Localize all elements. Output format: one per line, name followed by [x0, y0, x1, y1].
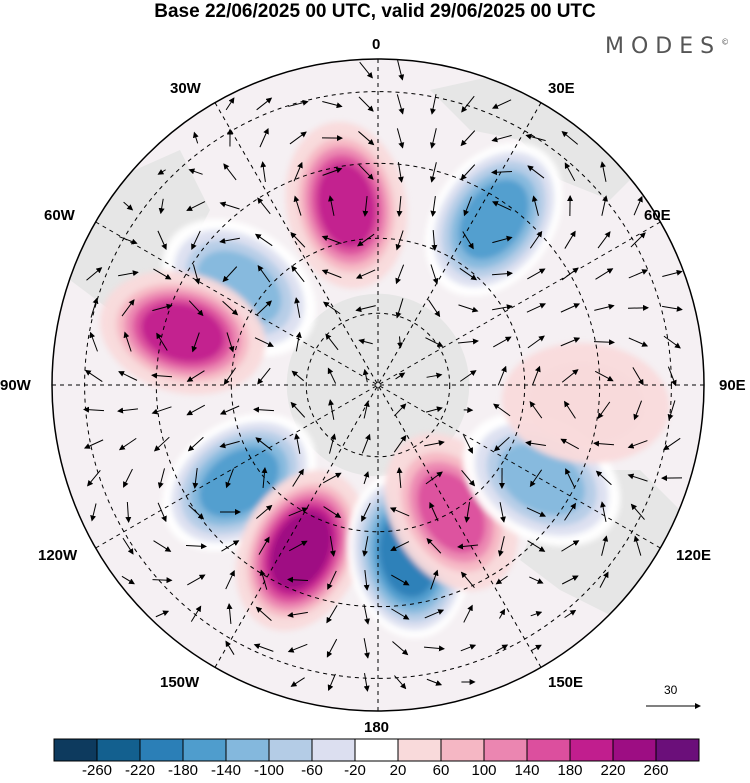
lon-label-60e: 60E [644, 207, 671, 224]
map-boundary [51, 58, 705, 712]
lon-label-180: 180 [364, 719, 390, 736]
colorbar-tick-label: 60 [432, 762, 450, 779]
colorbar-tick-label: -220 [124, 762, 156, 779]
lon-label-90w: 90W [0, 377, 31, 394]
colorbar-tick-label: -60 [301, 762, 323, 779]
wind-vectors [83, 60, 683, 692]
colorbar-swatch [440, 738, 485, 762]
positive-anomaly-75w [100, 270, 266, 395]
colorbar [53, 738, 700, 762]
colorbar-swatch [53, 738, 98, 762]
positive-anomaly-95e [502, 342, 670, 464]
colorbar-tick-label: 260 [643, 762, 669, 779]
colorbar-tick-label: -180 [167, 762, 199, 779]
lon-label-90e: 90E [719, 377, 746, 394]
colorbar-tick-label: 20 [389, 762, 407, 779]
reference-vector-label: 30 [664, 683, 678, 697]
colorbar-tick-label: -260 [81, 762, 113, 779]
colorbar-swatch [655, 738, 700, 762]
colorbar-tick-label: 100 [471, 762, 497, 779]
map-field [52, 59, 704, 711]
lon-label-30w: 30W [170, 80, 201, 97]
lon-label-0: 0 [372, 36, 381, 53]
colorbar-swatch [569, 738, 614, 762]
lon-label-120e: 120E [676, 547, 712, 564]
colorbar-tick-label: 180 [557, 762, 583, 779]
colorbar-swatch [139, 738, 184, 762]
colorbar-tick-label: 140 [514, 762, 540, 779]
colorbar-swatch [311, 738, 356, 762]
colorbar-swatch [483, 738, 528, 762]
lon-label-150e: 150E [548, 674, 584, 691]
colorbar-tick-label: 220 [600, 762, 626, 779]
colorbar-swatch [268, 738, 313, 762]
colorbar-swatch [225, 738, 270, 762]
copyright-mark: © [721, 37, 730, 47]
colorbar-tick-label: -100 [253, 762, 285, 779]
lon-label-120w: 120W [38, 547, 78, 564]
colorbar-swatch [526, 738, 571, 762]
antarctica [286, 293, 470, 477]
colorbar-tick-label: -20 [344, 762, 366, 779]
colorbar-tick-label: -140 [210, 762, 242, 779]
africa-landmass [430, 70, 640, 200]
colorbar-swatch [612, 738, 657, 762]
lon-label-30e: 30E [548, 80, 575, 97]
colorbar-swatch [182, 738, 227, 762]
lon-label-60w: 60W [44, 207, 75, 224]
lon-label-150w: 150W [160, 674, 200, 691]
colorbar-swatch [96, 738, 141, 762]
colorbar-swatch [397, 738, 442, 762]
modes-logo-text: MODES [605, 34, 722, 59]
modes-logo: MODES© [605, 34, 729, 59]
colorbar-swatch [354, 738, 399, 762]
map-title: Base 22/06/2025 00 UTC, valid 29/06/2025… [154, 1, 596, 22]
